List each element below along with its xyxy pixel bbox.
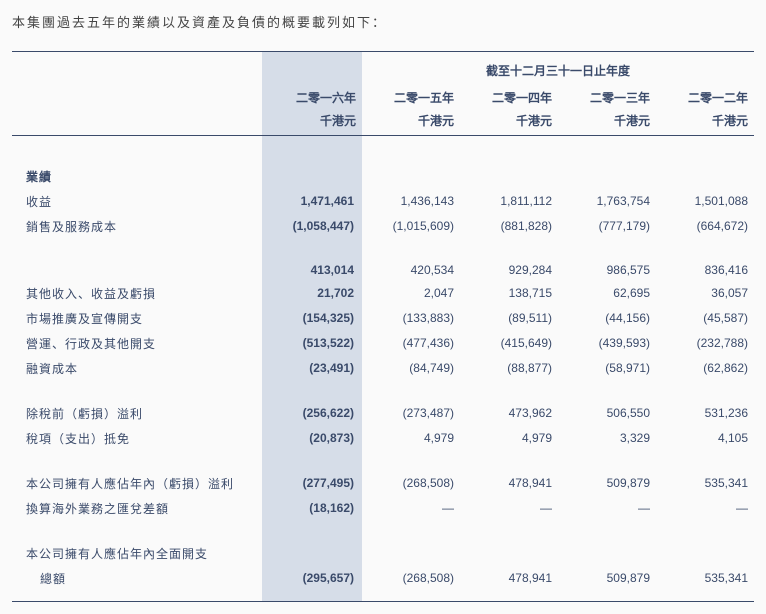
intro-text: 本集團過去五年的業績以及資產及負債的概要載列如下： [12, 12, 754, 31]
row-finance: 融資成本 (23,491) (84,749) (88,877) (58,971)… [12, 356, 754, 381]
row-other-income: 其他收入、收益及虧損 21,702 2,047 138,715 62,695 3… [12, 281, 754, 306]
label-revenue: 收益 [12, 189, 262, 214]
row-tax: 稅項（支出）抵免 (20,873) 4,979 4,979 3,329 4,10… [12, 426, 754, 451]
cell: 3,329 [558, 426, 656, 451]
financial-table-wrap: 截至十二月三十一日止年度 二零一六年 二零一五年 二零一四年 二零一三年 二零一… [12, 51, 754, 602]
cell: (58,971) [558, 356, 656, 381]
row-cost: 銷售及服務成本 (1,058,447) (1,015,609) (881,828… [12, 214, 754, 239]
label-fx: 換算海外業務之匯兌差額 [12, 496, 262, 521]
unit-row: 千港元 千港元 千港元 千港元 千港元 [12, 108, 754, 136]
unit-2014: 千港元 [460, 108, 558, 136]
year-row: 二零一六年 二零一五年 二零一四年 二零一三年 二零一二年 [12, 85, 754, 108]
unit-2013: 千港元 [558, 108, 656, 136]
cell: 1,501,088 [656, 189, 754, 214]
row-pbt: 除稅前（虧損）溢利 (256,622) (273,487) 473,962 50… [12, 401, 754, 426]
cell: (777,179) [558, 214, 656, 239]
cell: 138,715 [460, 281, 558, 306]
cell: (62,862) [656, 356, 754, 381]
cell: (44,156) [558, 306, 656, 331]
row-total-comp-l1: 本公司擁有人應佔年內全面開支 [12, 541, 754, 566]
cell: (88,877) [460, 356, 558, 381]
cell: 62,695 [558, 281, 656, 306]
cell: 506,550 [558, 401, 656, 426]
unit-2016: 千港元 [262, 108, 362, 136]
cell: (45,587) [656, 306, 754, 331]
cell: 420,534 [362, 259, 460, 281]
col-2015: 二零一五年 [362, 85, 460, 108]
cell: — [656, 496, 754, 521]
cell: — [362, 496, 460, 521]
cell: 1,763,754 [558, 189, 656, 214]
cell: (256,622) [262, 401, 362, 426]
cell: (881,828) [460, 214, 558, 239]
cell: (277,495) [262, 471, 362, 496]
cell: 21,702 [262, 281, 362, 306]
cell: 929,284 [460, 259, 558, 281]
cell: 473,962 [460, 401, 558, 426]
cell: 4,979 [460, 426, 558, 451]
row-revenue: 收益 1,471,461 1,436,143 1,811,112 1,763,7… [12, 189, 754, 214]
cell: (18,162) [262, 496, 362, 521]
cell: 2,047 [362, 281, 460, 306]
cell: (84,749) [362, 356, 460, 381]
cell: 986,575 [558, 259, 656, 281]
cell: (439,593) [558, 331, 656, 356]
cell: 413,014 [262, 259, 362, 281]
cell: 1,811,112 [460, 189, 558, 214]
cell: 1,436,143 [362, 189, 460, 214]
row-owners-profit: 本公司擁有人應佔年內（虧損）溢利 (277,495) (268,508) 478… [12, 471, 754, 496]
cell: 1,471,461 [262, 189, 362, 214]
cell: — [460, 496, 558, 521]
label-tax: 稅項（支出）抵免 [12, 426, 262, 451]
cell: 478,941 [460, 471, 558, 496]
cell: (268,508) [362, 471, 460, 496]
label-owners-profit: 本公司擁有人應佔年內（虧損）溢利 [12, 471, 262, 496]
cell: (664,672) [656, 214, 754, 239]
cell: 836,416 [656, 259, 754, 281]
financial-table: 截至十二月三十一日止年度 二零一六年 二零一五年 二零一四年 二零一三年 二零一… [12, 52, 754, 601]
col-2013: 二零一三年 [558, 85, 656, 108]
cell: (1,058,447) [262, 214, 362, 239]
cell: (513,522) [262, 331, 362, 356]
row-fx: 換算海外業務之匯兌差額 (18,162) — — — — [12, 496, 754, 521]
cell: — [558, 496, 656, 521]
unit-2012: 千港元 [656, 108, 754, 136]
label-cost: 銷售及服務成本 [12, 214, 262, 239]
cell: (1,015,609) [362, 214, 460, 239]
col-2012: 二零一二年 [656, 85, 754, 108]
cell: (89,511) [460, 306, 558, 331]
cell: (154,325) [262, 306, 362, 331]
super-header: 截至十二月三十一日止年度 [362, 52, 754, 85]
cell: (133,883) [362, 306, 460, 331]
label-pbt: 除稅前（虧損）溢利 [12, 401, 262, 426]
col-2016: 二零一六年 [262, 85, 362, 108]
cell: 531,236 [656, 401, 754, 426]
label-marketing: 市場推廣及宣傳開支 [12, 306, 262, 331]
unit-2015: 千港元 [362, 108, 460, 136]
cell: (20,873) [262, 426, 362, 451]
cell: (477,436) [362, 331, 460, 356]
label-finance: 融資成本 [12, 356, 262, 381]
col-2014: 二零一四年 [460, 85, 558, 108]
row-admin: 營運、行政及其他開支 (513,522) (477,436) (415,649)… [12, 331, 754, 356]
section-perf-label: 業績 [12, 156, 262, 189]
cell: 535,341 [656, 471, 754, 496]
label-gross [12, 259, 262, 281]
cell: (232,788) [656, 331, 754, 356]
cell: (415,649) [460, 331, 558, 356]
section-performance: 業績 [12, 156, 754, 189]
label-admin: 營運、行政及其他開支 [12, 331, 262, 356]
label-total-comp-l1: 本公司擁有人應佔年內全面開支 [12, 541, 262, 566]
cell: 36,057 [656, 281, 754, 306]
row-marketing: 市場推廣及宣傳開支 (154,325) (133,883) (89,511) (… [12, 306, 754, 331]
cell: 4,979 [362, 426, 460, 451]
cell: 4,105 [656, 426, 754, 451]
super-header-row: 截至十二月三十一日止年度 [12, 52, 754, 85]
label-other-income: 其他收入、收益及虧損 [12, 281, 262, 306]
row-gross: 413,014 420,534 929,284 986,575 836,416 [12, 259, 754, 281]
cell: 509,879 [558, 471, 656, 496]
cell: (23,491) [262, 356, 362, 381]
cell: (273,487) [362, 401, 460, 426]
